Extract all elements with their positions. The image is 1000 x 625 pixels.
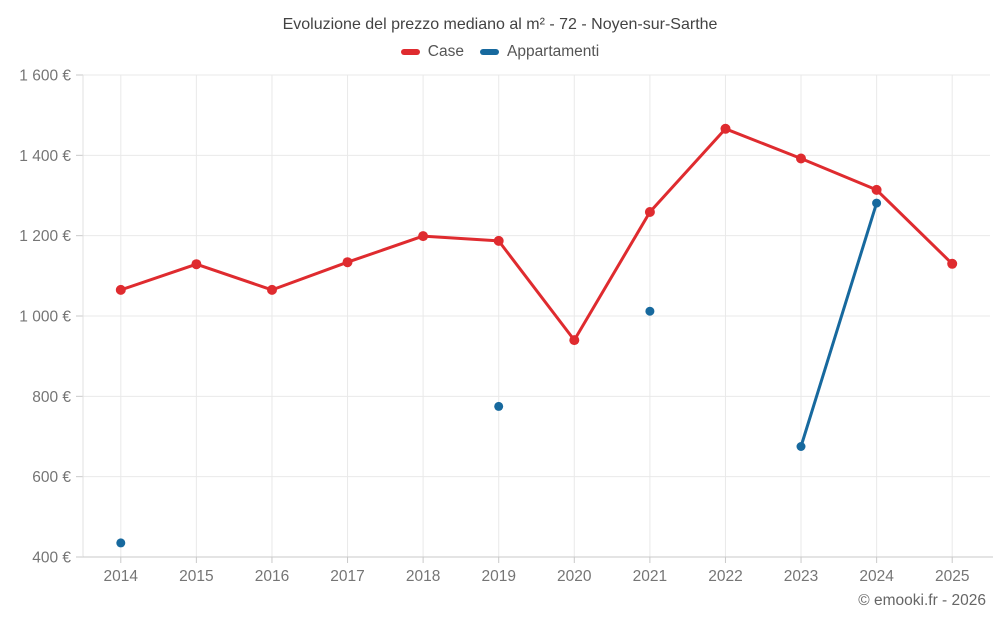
data-point-appartamenti-2019[interactable]	[494, 401, 504, 411]
legend-label-appartamenti: Appartamenti	[506, 43, 600, 60]
data-point-case-2020[interactable]	[569, 335, 580, 346]
data-point-case-2019[interactable]	[493, 235, 504, 246]
y-tick-label: 800 €	[32, 389, 71, 406]
y-tick-label: 1 200 €	[19, 228, 71, 245]
legend-item-appartamenti[interactable]: Appartamenti	[479, 43, 600, 61]
data-point-case-2014[interactable]	[115, 284, 126, 295]
x-tick-label: 2022	[708, 568, 742, 585]
x-tick-label: 2015	[179, 568, 213, 585]
data-point-case-2021[interactable]	[644, 207, 655, 217]
data-point-appartamenti-2021[interactable]	[645, 306, 655, 316]
legend-swatch-appartamenti-icon	[479, 49, 499, 55]
legend-label-case: Case	[427, 43, 464, 60]
y-tick-label: 1 400 €	[19, 148, 71, 165]
x-tick-label: 2017	[330, 568, 364, 585]
data-point-case-2025[interactable]	[947, 258, 958, 269]
x-tick-label: 2014	[104, 568, 139, 585]
data-point-case-2017[interactable]	[342, 257, 353, 268]
x-tick-label: 2020	[557, 568, 592, 585]
data-point-case-2023[interactable]	[796, 153, 806, 164]
y-tick-label: 1 600 €	[19, 68, 71, 85]
data-point-case-2024[interactable]	[871, 184, 882, 195]
x-tick-label: 2018	[406, 568, 440, 585]
series-line-appartamenti	[799, 201, 879, 448]
x-tick-label: 2016	[255, 568, 289, 585]
x-tick-label: 2023	[784, 568, 818, 585]
data-point-case-2015[interactable]	[191, 259, 202, 270]
data-point-case-2022[interactable]	[720, 123, 731, 134]
x-tick-label: 2024	[859, 568, 894, 585]
data-point-appartamenti-2014[interactable]	[116, 538, 126, 548]
x-tick-label: 2025	[935, 568, 969, 585]
data-point-case-2016[interactable]	[267, 284, 277, 295]
copyright-text: © emooki.fr - 2026	[858, 592, 986, 609]
x-tick-label: 2019	[481, 568, 515, 585]
legend-swatch-case-icon	[400, 49, 420, 55]
y-tick-label: 1 000 €	[19, 309, 71, 326]
data-point-case-2018[interactable]	[418, 231, 429, 242]
series-line-case	[119, 127, 954, 342]
x-tick-label: 2021	[633, 568, 667, 585]
data-point-appartamenti-2023[interactable]	[796, 442, 806, 451]
chart-legend: Case Appartamenti	[0, 43, 1000, 61]
chart-title: Evoluzione del prezzo mediano al m² - 72…	[282, 16, 718, 33]
data-point-appartamenti-2024[interactable]	[872, 198, 882, 208]
y-tick-label: 600 €	[32, 469, 71, 486]
y-tick-label: 400 €	[32, 550, 71, 567]
legend-item-case[interactable]: Case	[400, 43, 464, 61]
